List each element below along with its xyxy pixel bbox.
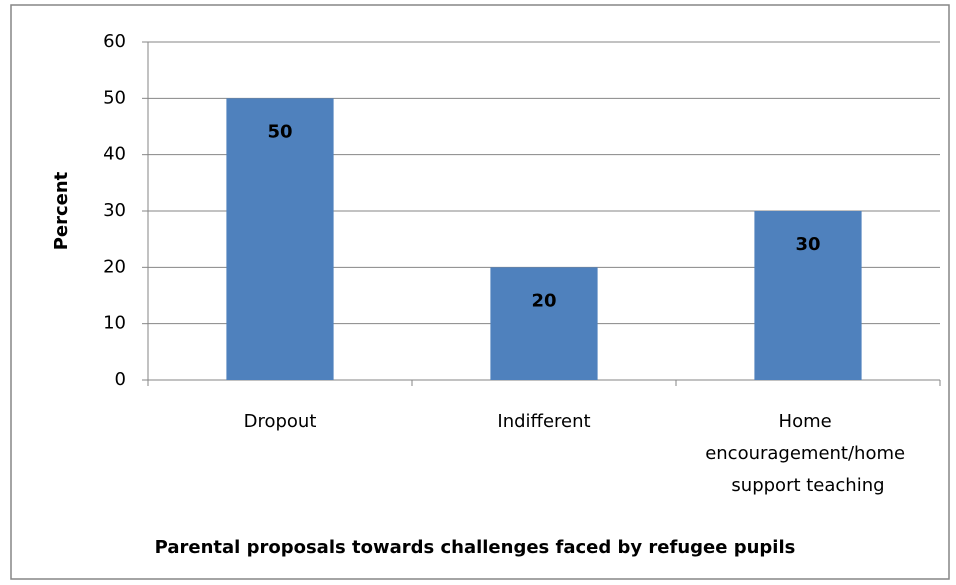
bar bbox=[490, 267, 598, 380]
y-tick-label: 60 bbox=[103, 31, 126, 52]
bar bbox=[226, 98, 334, 380]
y-tick-label: 10 bbox=[103, 313, 126, 334]
y-tick-label: 0 bbox=[115, 369, 126, 390]
x-tick-label: Dropout bbox=[244, 411, 317, 432]
y-axis-label: Percent bbox=[51, 171, 72, 250]
y-tick-label: 20 bbox=[103, 256, 126, 277]
y-tick-label: 40 bbox=[103, 144, 126, 165]
data-label: 20 bbox=[531, 290, 556, 311]
y-tick-label: 30 bbox=[103, 200, 126, 221]
x-tick-label: Home encouragement/home support teaching bbox=[705, 411, 911, 496]
x-tick-label: Indifferent bbox=[497, 411, 590, 432]
x-axis-label: Parental proposals towards challenges fa… bbox=[155, 537, 796, 558]
y-tick-label: 50 bbox=[103, 87, 126, 108]
data-label: 30 bbox=[795, 234, 820, 255]
data-label: 50 bbox=[267, 121, 292, 142]
bar bbox=[754, 211, 862, 380]
